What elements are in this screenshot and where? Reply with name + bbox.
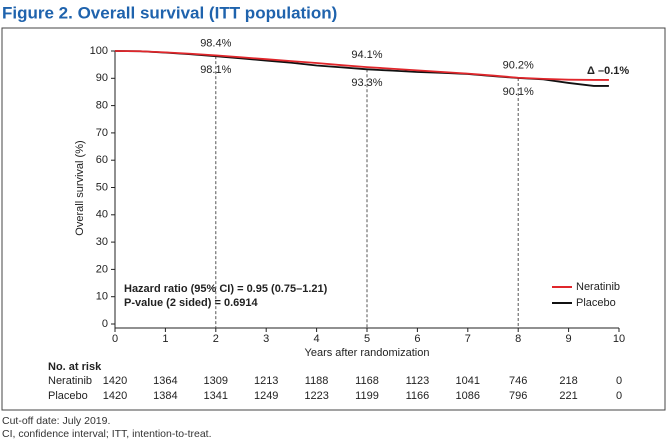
risk-row-name: Neratinib <box>48 375 92 387</box>
x-tick-label: 4 <box>314 333 320 345</box>
x-tick-label: 7 <box>465 333 471 345</box>
risk-count: 1188 <box>305 375 329 387</box>
risk-count: 1168 <box>355 375 379 387</box>
x-tick-label: 1 <box>162 333 168 345</box>
landmark-label: 90.2% <box>503 60 534 72</box>
chart-title: Figure 2. Overall survival (ITT populati… <box>2 3 337 22</box>
y-tick-label: 70 <box>96 127 108 139</box>
risk-count: 0 <box>616 390 622 402</box>
risk-count: 1420 <box>103 390 127 402</box>
risk-count: 1341 <box>204 390 228 402</box>
legend-label: Placebo <box>576 297 616 309</box>
y-tick-label: 90 <box>96 72 108 84</box>
risk-count: 1041 <box>456 375 480 387</box>
x-tick-label: 2 <box>213 333 219 345</box>
x-tick-label: 9 <box>566 333 572 345</box>
landmark-label: 98.1% <box>200 64 231 76</box>
risk-count: 1199 <box>355 390 379 402</box>
risk-count: 1420 <box>103 375 127 387</box>
legend-label: Neratinib <box>576 281 620 293</box>
y-tick-label: 40 <box>96 209 108 221</box>
risk-count: 1213 <box>254 375 278 387</box>
x-axis-label: Years after randomization <box>305 347 430 359</box>
landmark-label: 90.1% <box>503 86 534 98</box>
risk-count: 746 <box>509 375 527 387</box>
risk-count: 1086 <box>456 390 480 402</box>
landmark-label: 98.4% <box>200 37 231 49</box>
y-tick-label: 100 <box>90 45 108 57</box>
risk-count: 1309 <box>204 375 228 387</box>
y-tick-label: 30 <box>96 236 108 248</box>
frame <box>1 27 666 411</box>
x-tick-label: 8 <box>515 333 521 345</box>
risk-count: 796 <box>509 390 527 402</box>
y-tick-label: 60 <box>96 154 108 166</box>
x-tick-label: 6 <box>414 333 420 345</box>
delta-label: Δ –0.1% <box>587 65 629 77</box>
y-tick-label: 80 <box>96 100 108 112</box>
risk-row-name: Placebo <box>48 390 88 402</box>
stats-text: Hazard ratio (95% CI) = 0.95 (0.75–1.21) <box>124 283 328 295</box>
risk-count: 1249 <box>254 390 278 402</box>
x-tick-label: 10 <box>613 333 625 345</box>
y-tick-label: 50 <box>96 181 108 193</box>
y-tick-label: 20 <box>96 263 108 275</box>
x-tick-label: 5 <box>364 333 370 345</box>
risk-count: 1123 <box>406 375 430 387</box>
y-tick-label: 0 <box>102 318 108 330</box>
x-tick-label: 0 <box>112 333 118 345</box>
risk-count: 221 <box>559 390 577 402</box>
y-tick-label: 10 <box>96 291 108 303</box>
footnote: CI, confidence interval; ITT, intention-… <box>2 428 212 440</box>
survival-curve <box>114 50 609 81</box>
risk-count: 1364 <box>153 375 177 387</box>
risk-count: 1223 <box>304 390 328 402</box>
risk-count: 1166 <box>406 390 430 402</box>
footnote: Cut-off date: July 2019. <box>2 415 110 427</box>
risk-count: 0 <box>616 375 622 387</box>
risk-table-title: No. at risk <box>48 361 102 373</box>
risk-count: 1384 <box>153 390 177 402</box>
landmark-label: 94.1% <box>351 49 382 61</box>
y-axis-label: Overall survival (%) <box>74 140 86 235</box>
risk-count: 218 <box>559 375 577 387</box>
landmark-label: 93.3% <box>351 77 382 89</box>
x-tick-label: 3 <box>263 333 269 345</box>
stats-text: P-value (2 sided) = 0.6914 <box>124 297 258 309</box>
